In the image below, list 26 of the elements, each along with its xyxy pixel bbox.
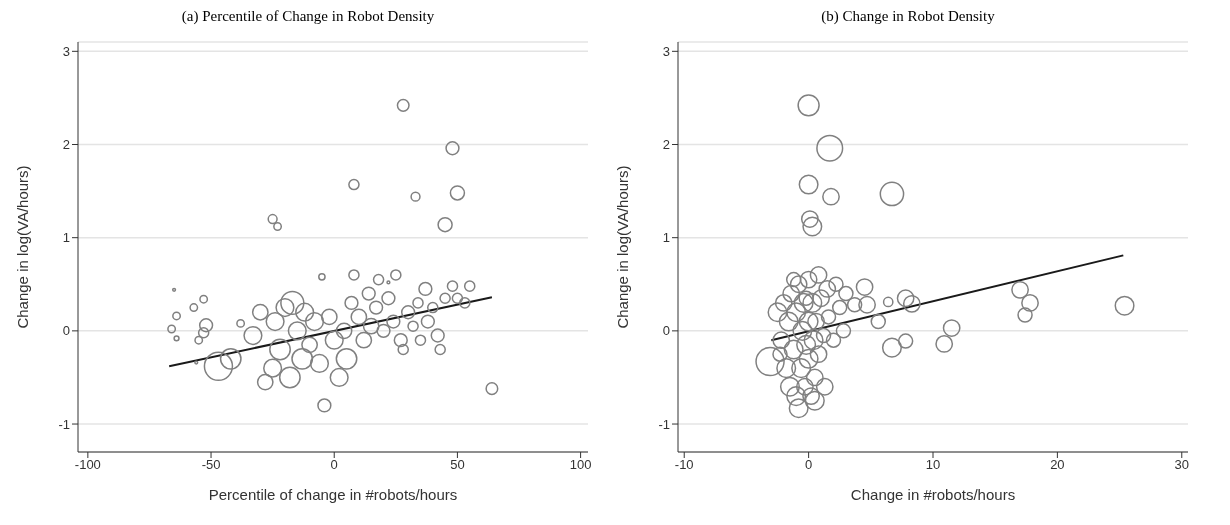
- x-tick-label: 50: [450, 457, 465, 473]
- x-tick-label: -100: [74, 457, 101, 473]
- y-axis-title: Change in log(VA/hours): [614, 165, 632, 329]
- x-tick-label: 0: [330, 457, 338, 473]
- chart-title: (a) Percentile of Change in Robot Density: [180, 8, 436, 26]
- chart-title: (b) Change in Robot Density: [820, 8, 996, 26]
- y-tick-label: 2: [662, 137, 670, 153]
- x-tick-label: 30: [1174, 457, 1190, 473]
- x-axis-title: Change in #robots/hours: [850, 486, 1016, 503]
- x-tick-label: -50: [201, 457, 221, 473]
- y-tick-label: 3: [62, 43, 70, 59]
- y-tick-label: 1: [62, 230, 70, 246]
- y-tick-label: -1: [658, 416, 670, 432]
- y-tick-label: 3: [662, 43, 670, 59]
- x-tick-label: 10: [925, 457, 941, 473]
- x-tick-label: -10: [674, 457, 694, 473]
- y-tick-label: 0: [62, 323, 70, 339]
- y-tick-label: -1: [58, 416, 70, 432]
- x-tick-label: 20: [1050, 457, 1065, 473]
- y-tick-label: 2: [62, 137, 70, 153]
- x-axis-title: Percentile of change in #robots/hours: [208, 486, 458, 503]
- x-tick-label: 100: [569, 457, 592, 473]
- y-axis-title: Change in log(VA/hours): [14, 165, 32, 329]
- y-tick-label: 0: [662, 323, 670, 339]
- x-tick-label: 0: [804, 457, 813, 473]
- y-tick-label: 1: [662, 230, 670, 246]
